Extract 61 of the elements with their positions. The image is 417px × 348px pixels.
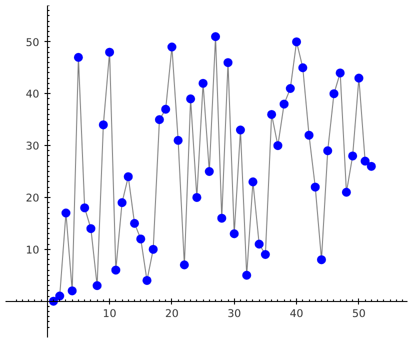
point bbox=[260, 250, 270, 259]
point bbox=[68, 286, 77, 296]
point bbox=[186, 94, 196, 104]
point bbox=[267, 110, 276, 119]
point bbox=[224, 58, 232, 68]
point bbox=[92, 281, 102, 290]
point bbox=[180, 260, 189, 270]
point bbox=[336, 68, 345, 78]
point bbox=[316, 255, 326, 264]
point bbox=[230, 229, 239, 238]
x-tick-label: 10 bbox=[102, 307, 117, 320]
point bbox=[280, 100, 289, 109]
point bbox=[148, 244, 158, 254]
point bbox=[366, 162, 376, 171]
point bbox=[360, 156, 370, 166]
point bbox=[124, 172, 133, 182]
point bbox=[111, 266, 120, 275]
point bbox=[161, 104, 170, 114]
point bbox=[74, 52, 83, 62]
point bbox=[167, 42, 176, 52]
point bbox=[192, 192, 202, 202]
point bbox=[118, 198, 127, 208]
point bbox=[198, 78, 208, 88]
x-tick-label: 20 bbox=[165, 307, 179, 320]
point bbox=[55, 292, 64, 300]
point bbox=[292, 37, 302, 46]
point bbox=[130, 218, 140, 228]
point bbox=[80, 203, 90, 212]
y-tick-label: 10 bbox=[26, 243, 40, 256]
point bbox=[86, 224, 96, 234]
point bbox=[211, 32, 220, 42]
point bbox=[242, 270, 252, 280]
point bbox=[304, 130, 314, 140]
point bbox=[217, 214, 226, 223]
y-tick-label: 30 bbox=[26, 140, 40, 153]
x-tick-label: 40 bbox=[290, 307, 304, 320]
point bbox=[286, 84, 295, 93]
point bbox=[310, 182, 320, 192]
point bbox=[298, 63, 308, 72]
y-tick-label: 40 bbox=[26, 88, 40, 101]
point bbox=[204, 167, 214, 176]
point bbox=[254, 240, 264, 249]
point bbox=[329, 89, 338, 98]
point bbox=[342, 188, 351, 197]
y-tick-label: 50 bbox=[26, 36, 40, 49]
point bbox=[154, 115, 164, 124]
x-tick-label: 50 bbox=[352, 307, 366, 320]
point bbox=[354, 74, 364, 83]
point bbox=[236, 126, 245, 134]
point bbox=[142, 276, 152, 285]
x-tick-label: 30 bbox=[227, 307, 242, 320]
y-tick-label: 20 bbox=[26, 191, 40, 204]
point bbox=[61, 208, 70, 218]
point bbox=[98, 120, 108, 130]
point bbox=[248, 177, 258, 186]
point bbox=[174, 136, 183, 145]
point bbox=[105, 48, 114, 57]
point bbox=[323, 146, 332, 156]
point bbox=[273, 141, 282, 150]
point bbox=[348, 151, 358, 160]
point bbox=[136, 234, 146, 244]
